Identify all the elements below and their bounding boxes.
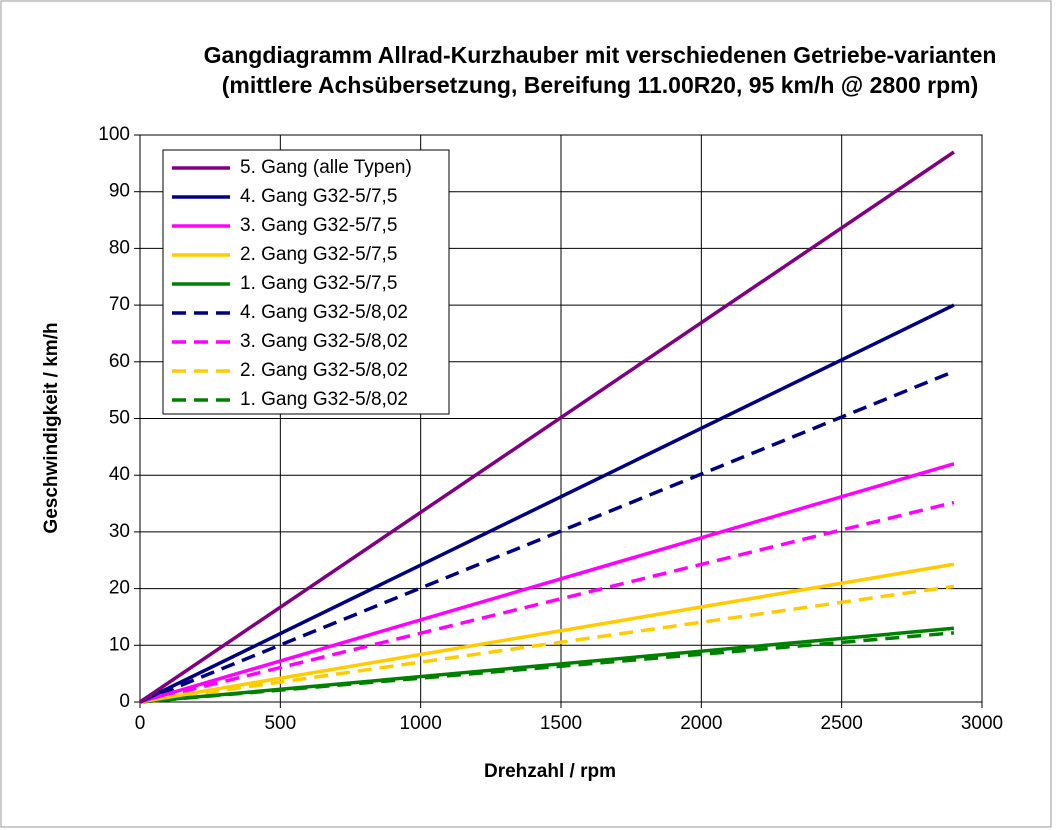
series-line xyxy=(139,150,955,704)
x-tick-label: 2500 xyxy=(821,713,863,734)
legend-label: 4. Gang G32-5/8,02 xyxy=(240,302,408,323)
y-tick-label: 20 xyxy=(109,578,130,599)
legend-label: 1. Gang G32-5/7,5 xyxy=(240,273,397,294)
series-line xyxy=(139,500,955,704)
y-tick-label: 60 xyxy=(109,351,130,372)
plot-border xyxy=(139,134,983,703)
y-tick-label: 0 xyxy=(119,691,130,712)
legend-label: 3. Gang G32-5/8,02 xyxy=(240,331,408,352)
y-tick-label: 90 xyxy=(109,181,130,202)
y-tick-label: 100 xyxy=(98,124,130,145)
series-line xyxy=(139,462,955,704)
y-tick-label: 30 xyxy=(109,521,130,542)
legend-label: 4. Gang G32-5/7,5 xyxy=(240,186,397,207)
series-line xyxy=(139,303,955,704)
x-tick-label: 500 xyxy=(264,713,296,734)
x-axis-label: Drehzahl / rpm xyxy=(484,761,616,782)
series-line xyxy=(139,369,955,704)
x-tick-label: 2000 xyxy=(680,713,722,734)
y-tick-label: 40 xyxy=(109,464,130,485)
legend-label: 3. Gang G32-5/7,5 xyxy=(240,215,397,236)
series-line xyxy=(139,562,955,704)
legend-label: 2. Gang G32-5/7,5 xyxy=(240,244,397,265)
y-tick-label: 70 xyxy=(109,294,130,315)
x-tick-label: 0 xyxy=(135,713,146,734)
legend-label: 2. Gang G32-5/8,02 xyxy=(240,360,408,381)
x-tick-label: 1500 xyxy=(540,713,582,734)
y-axis-label: Geschwindigkeit / km/h xyxy=(41,322,62,533)
y-tick-label: 80 xyxy=(109,237,130,258)
chart-title: Gangdiagramm Allrad-Kurzhauber mit versc… xyxy=(203,42,997,98)
legend-label: 1. Gang G32-5/8,02 xyxy=(240,389,408,410)
y-tick-label: 50 xyxy=(109,408,130,429)
x-tick-label: 1000 xyxy=(400,713,442,734)
y-tick-label: 10 xyxy=(109,634,130,655)
series-line xyxy=(139,584,955,704)
series-line xyxy=(139,626,955,704)
x-tick-label: 3000 xyxy=(961,713,1003,734)
legend-label: 5. Gang (alle Typen) xyxy=(240,157,412,178)
legend-box xyxy=(162,149,450,415)
